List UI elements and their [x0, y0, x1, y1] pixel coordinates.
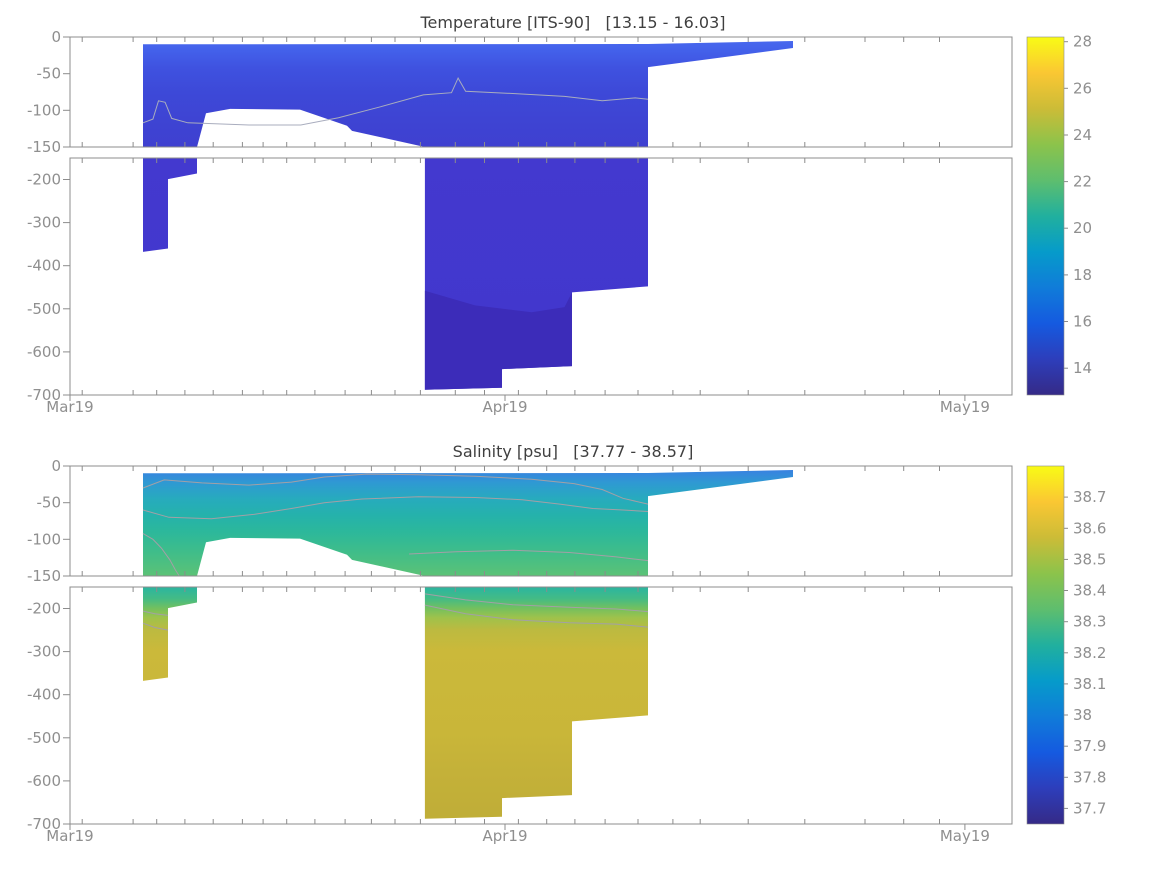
contour-line [142, 473, 649, 505]
y-tick-label: -500 [27, 729, 61, 747]
y-tick-label: -400 [27, 257, 61, 275]
y-tick-label: 0 [51, 457, 61, 475]
colorbar-tick-label: 24 [1073, 126, 1092, 144]
contour-line [424, 593, 649, 613]
salinity-lower-panel-border [69, 586, 1013, 825]
contour-line [142, 622, 169, 631]
colorbar-tick-label: 18 [1073, 266, 1092, 284]
y-tick-label: -200 [27, 171, 61, 189]
x-tick-label: Apr19 [482, 827, 527, 845]
colorbar-tick-label: 38.2 [1073, 644, 1106, 662]
colorbar-tick-label: 20 [1073, 219, 1092, 237]
x-tick-label: Apr19 [482, 398, 527, 416]
colorbar-tick-label: 38.1 [1073, 675, 1106, 693]
y-tick-label: -150 [27, 138, 61, 156]
y-tick-label: -600 [27, 343, 61, 361]
y-tick-label: -150 [27, 567, 61, 585]
colorbar-tick-label: 38.7 [1073, 488, 1106, 506]
salinity-upper-panel-border [69, 465, 1013, 577]
contour-line [142, 76, 649, 126]
contour-line [424, 604, 649, 628]
y-tick-label: -300 [27, 214, 61, 232]
salinity-lower-left-column [143, 587, 197, 681]
temperature-lower-panel-border [69, 157, 1013, 396]
y-tick-label: -100 [27, 101, 61, 119]
x-tick-label: Mar19 [46, 827, 93, 845]
y-tick-label: -700 [27, 386, 61, 404]
salinity-upper-data-region [143, 470, 793, 576]
temperature-chart-title: Temperature [ITS-90] [13.15 - 16.03] [420, 13, 726, 32]
y-tick-label: -50 [37, 65, 62, 83]
y-tick-label: -700 [27, 815, 61, 833]
colorbar-tick-label: 38.3 [1073, 613, 1106, 631]
colorbar-tick-label: 38.6 [1073, 519, 1106, 537]
temperature-lower-left-column [143, 158, 197, 252]
contour-line [142, 533, 180, 576]
colorbar-tick-label: 38.4 [1073, 582, 1106, 600]
contour-line [142, 610, 169, 616]
temperature-upper-panel-border [69, 36, 1013, 148]
x-tick-label: May19 [940, 398, 990, 416]
y-tick-label: -400 [27, 686, 61, 704]
temperature-upper-data-region [143, 41, 793, 147]
y-tick-label: -600 [27, 772, 61, 790]
salinity-colorbar [1026, 465, 1065, 825]
colorbar-tick-label: 28 [1073, 33, 1092, 51]
x-tick-label: Mar19 [46, 398, 93, 416]
colorbar-tick-label: 38 [1073, 706, 1092, 724]
x-tick-label: May19 [940, 827, 990, 845]
y-tick-label: 0 [51, 28, 61, 46]
y-tick-label: -500 [27, 300, 61, 318]
y-tick-label: -50 [37, 494, 62, 512]
contour-line [409, 549, 649, 562]
salinity-chart-title: Salinity [psu] [37.77 - 38.57] [452, 442, 694, 461]
y-tick-label: -100 [27, 530, 61, 548]
colorbar-tick-label: 38.5 [1073, 550, 1106, 568]
y-tick-label: -300 [27, 643, 61, 661]
salinity-lower-deep-block [424, 587, 648, 819]
colorbar-tick-label: 26 [1073, 79, 1092, 97]
colorbar-tick-label: 37.9 [1073, 737, 1106, 755]
salinity-section-plot: 0 -50 -100 -150 -200 -300 -400 -500 -600 -700Mar1… [27, 457, 1106, 845]
colorbar-tick-label: 37.7 [1073, 799, 1106, 817]
temperature-lower-dark-layer [424, 290, 572, 390]
colorbar-tick-label: 37.8 [1073, 768, 1106, 786]
colorbar-tick-label: 14 [1073, 359, 1092, 377]
contour-line [142, 496, 649, 520]
colorbar-tick-label: 16 [1073, 313, 1092, 331]
temperature-section-plot: 0 -50 -100 -150 -200 -300 -400 -500 -600 -700Mar1… [27, 28, 1092, 416]
colorbar-tick-label: 22 [1073, 173, 1092, 191]
temperature-colorbar [1026, 36, 1065, 396]
y-tick-label: -200 [27, 600, 61, 618]
